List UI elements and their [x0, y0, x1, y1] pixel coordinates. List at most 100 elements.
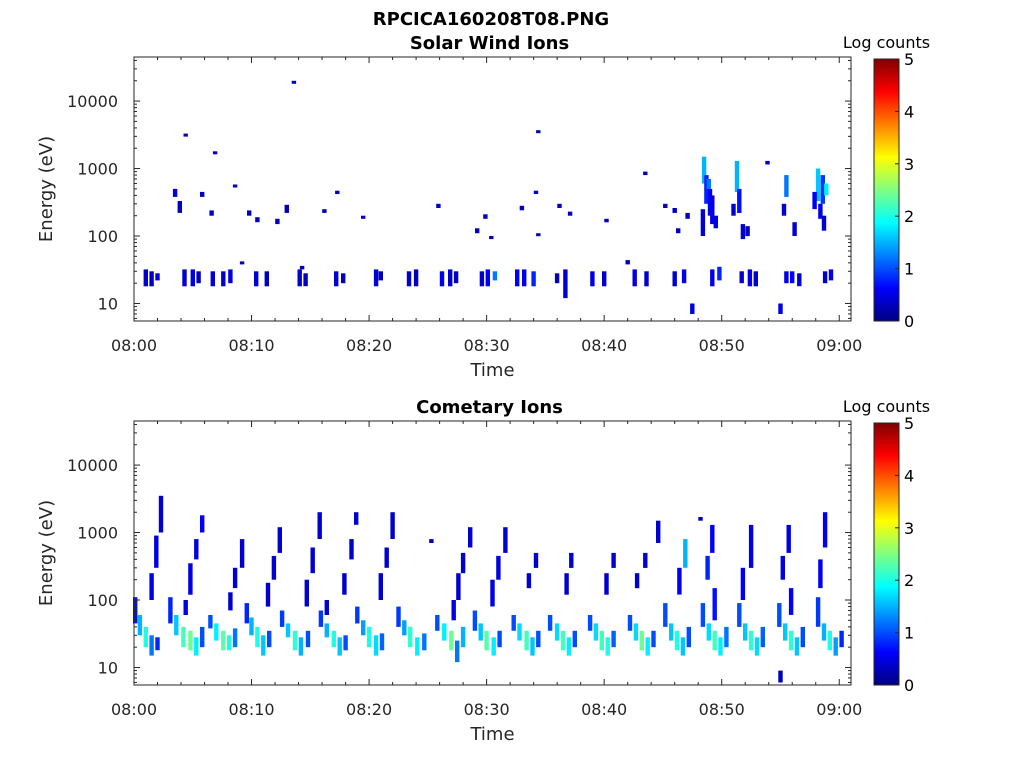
heatmap-cell: [604, 573, 609, 595]
heatmap-cell: [718, 637, 723, 656]
heatmap-cell: [483, 214, 488, 219]
heatmap-cell: [149, 573, 154, 600]
heatmap-cell: [200, 191, 205, 197]
heatmap-cell: [677, 567, 682, 595]
y-tick-label: 10: [98, 294, 118, 313]
x-tick-label: 09:00: [816, 700, 862, 719]
heatmap-cell: [451, 600, 456, 621]
heatmap-cell: [484, 630, 489, 651]
heatmap-cell: [632, 269, 637, 287]
heatmap-cell: [361, 620, 366, 636]
heatmap-cell: [318, 610, 324, 627]
heatmap-cell: [704, 175, 709, 204]
heatmap-cell: [349, 539, 354, 560]
heatmap-cell: [449, 630, 454, 651]
heatmap-cell: [745, 226, 750, 237]
heatmap-cell: [824, 183, 829, 196]
heatmap-cell: [155, 273, 160, 281]
heatmap-cell: [227, 635, 232, 651]
heatmap-cell: [818, 559, 823, 589]
heatmap-cell: [531, 271, 536, 287]
x-tick-label: 08:40: [581, 336, 627, 355]
heatmap-cell: [194, 539, 199, 560]
heatmap-cell: [406, 271, 412, 287]
heatmap-cell: [827, 630, 832, 651]
heatmap-cell: [681, 269, 687, 284]
heatmap-cell: [489, 236, 494, 240]
heatmap-cell: [168, 597, 173, 624]
heatmap-cell: [277, 527, 282, 553]
heatmap-cell: [522, 269, 527, 287]
heatmap-cell: [794, 637, 800, 656]
y-tick-label: 100: [87, 591, 118, 610]
heatmap-cell: [587, 615, 593, 631]
heatmap-cell: [429, 539, 434, 543]
heatmap-cell: [341, 273, 346, 284]
heatmap-cell: [526, 573, 532, 589]
y-tick-label: 1000: [77, 524, 118, 543]
heatmap-cell: [196, 271, 201, 284]
heatmap-cell: [373, 635, 379, 656]
heatmap-cell: [524, 630, 529, 651]
heatmap-cell: [672, 208, 677, 213]
x-tick-label: 08:20: [346, 336, 392, 355]
heatmap-cell: [478, 623, 483, 641]
heatmap-cell: [651, 630, 656, 648]
colorbar-gradient: [873, 422, 900, 686]
colorbar-tick-label: 2: [904, 207, 914, 226]
heatmap-cell: [337, 637, 342, 656]
heatmap-cell: [490, 579, 495, 607]
heatmap-cell: [247, 210, 252, 216]
heatmap-cell: [209, 210, 214, 216]
heatmap-cell: [200, 626, 205, 648]
heatmap-cell: [547, 615, 553, 631]
heatmap-cell: [255, 626, 260, 648]
heatmap-cell: [439, 271, 445, 287]
heatmap-cell: [298, 637, 304, 656]
heatmap-cell: [536, 130, 541, 134]
heatmap-cell: [748, 524, 754, 568]
heatmap-cell: [496, 555, 501, 580]
heatmap-cell: [183, 133, 188, 137]
heatmap-cell: [468, 527, 473, 548]
heatmap-cell: [643, 552, 648, 568]
heatmap-cell: [232, 567, 238, 589]
heatmap-cell: [569, 552, 574, 568]
heatmap-cell: [839, 630, 844, 648]
heatmap-cell: [821, 215, 827, 231]
heatmap-cell: [672, 271, 677, 287]
heatmap-cell: [221, 271, 226, 287]
heatmap-cell: [448, 269, 453, 287]
heatmap-cell: [701, 156, 707, 184]
heatmap-cell: [783, 623, 788, 641]
heatmap-cell: [436, 203, 441, 208]
heatmap-cell: [334, 271, 339, 287]
heatmap-cell: [656, 520, 661, 543]
x-tick-label: 08:20: [346, 700, 392, 719]
heatmap-cell: [700, 603, 706, 627]
heatmap-cell: [788, 630, 794, 651]
heatmap-cell: [442, 623, 447, 641]
heatmap-cell: [384, 547, 389, 568]
heatmap-cell: [299, 265, 305, 270]
heatmap-cell: [706, 179, 711, 189]
heatmap-cell: [174, 615, 179, 636]
heatmap-cell: [683, 539, 688, 568]
heatmap-cell: [698, 517, 703, 521]
heatmap-cell: [828, 269, 834, 281]
heatmap-cell: [460, 626, 466, 648]
colorbar-tick-label: 2: [904, 571, 914, 590]
x-tick-label: 08:30: [464, 336, 510, 355]
heatmap-cell: [563, 269, 568, 299]
heatmap-cell: [354, 512, 359, 525]
colorbar-tick-label: 5: [904, 50, 914, 69]
colorbar-gradient: [873, 58, 900, 322]
heatmap-cell: [717, 266, 722, 281]
heatmap-cell: [792, 222, 797, 236]
heatmap-cell: [149, 271, 154, 287]
colorbar-tick-label: 3: [904, 155, 914, 174]
heatmap-cell: [503, 527, 508, 553]
heatmap-cell: [292, 630, 298, 651]
heatmap-cell: [275, 218, 280, 225]
heatmap-cell: [460, 552, 466, 574]
